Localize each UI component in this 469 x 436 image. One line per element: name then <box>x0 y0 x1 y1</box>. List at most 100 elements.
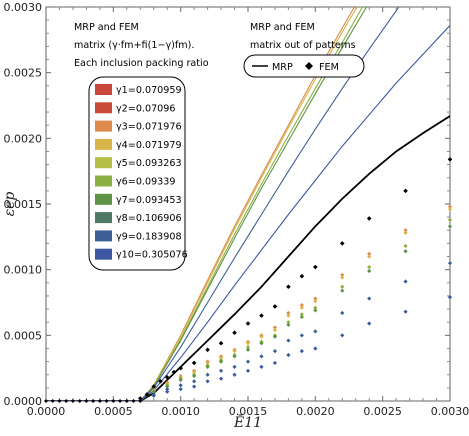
series-point-γ7=0.093453 <box>272 334 278 339</box>
series-point-FEM <box>245 321 251 326</box>
x-tick-label: 0.0030 <box>431 405 469 418</box>
legend-gamma-swatch <box>95 230 112 242</box>
legend-gamma-swatch <box>95 102 112 114</box>
series-point-FEM <box>178 365 183 371</box>
series-point-γ7=0.093453 <box>299 314 304 320</box>
series-point-γ3=0.071976 <box>403 228 408 233</box>
series-point-γ3=0.071976 <box>340 272 345 278</box>
series-point-γ9=0.183908 <box>232 364 237 369</box>
series-point-γ6=0.09339 <box>367 264 372 270</box>
legend-gamma-swatch <box>95 84 112 95</box>
series-point-γ9=0.183908 <box>192 379 197 384</box>
series-point-γ4=0.071979 <box>232 348 237 354</box>
legend-gamma-frame <box>88 76 186 271</box>
series-point-γ4=0.071979 <box>218 355 224 360</box>
series-point-γ4=0.071979 <box>403 230 408 235</box>
series-point-γ7=0.093453 <box>245 347 251 352</box>
series-point-FEM <box>299 273 305 279</box>
series-point-γ4=0.071979 <box>299 305 304 310</box>
series-point-γ10=0.305076 <box>447 295 453 300</box>
series-point-zero <box>44 399 48 403</box>
y-tick-label: 0.0010 <box>4 264 43 277</box>
series-point-γ9=0.183908 <box>259 354 264 359</box>
series-point-zero <box>50 399 55 403</box>
annotation-left-line-3: Each inclusion packing ratio <box>74 58 209 69</box>
series-point-γ6=0.09339 <box>313 305 318 310</box>
series-point-zero <box>64 399 69 403</box>
legend-gamma-label: γ6=0.09339 <box>116 177 176 188</box>
series-point-γ7=0.093453 <box>340 288 345 293</box>
series-line-MRP <box>46 115 450 401</box>
series-point-γ9=0.183908 <box>218 368 224 373</box>
series-point-zero <box>77 399 82 403</box>
legend-fem-swatch <box>305 62 313 70</box>
y-axis-ticks: 0.0000 0.0005 0.0010 0.0015 0.0020 0.0025 0.00… <box>4 1 450 408</box>
x-tick-label: 0.0025 <box>363 405 402 418</box>
series-point-FEM <box>191 360 197 366</box>
legend-gamma-label: γ7=0.093453 <box>116 195 182 206</box>
series-point-γ10=0.305076 <box>367 321 372 326</box>
series-point-FEM <box>205 347 210 353</box>
series-point-γ10=0.305076 <box>272 360 278 366</box>
series-point-γ9=0.183908 <box>245 359 251 364</box>
series-point-FEM <box>403 188 408 194</box>
series-point-zero <box>70 399 75 403</box>
legend-gamma-swatch <box>95 138 112 150</box>
x-tick-label: 0.0010 <box>161 405 200 418</box>
series-point-γ9=0.183908 <box>165 387 170 392</box>
series-point-γ6=0.09339 <box>447 217 453 222</box>
series-point-γ3=0.071976 <box>272 325 278 330</box>
series-point-γ7=0.093453 <box>151 389 156 394</box>
series-points <box>44 157 453 403</box>
series-point-FEM <box>259 313 264 318</box>
series-point-zero <box>124 399 129 403</box>
series-point-γ4=0.071979 <box>340 275 345 280</box>
x-tick-label: 0.0005 <box>94 405 133 418</box>
x-axis-label: Ē11 <box>233 413 262 431</box>
series-point-γ10=0.305076 <box>165 389 170 394</box>
series-point-γ10=0.305076 <box>151 393 156 398</box>
series-point-γ9=0.183908 <box>313 329 318 334</box>
y-tick-label: 0.0000 <box>4 395 43 408</box>
series-point-FEM <box>144 392 150 397</box>
series-point-γ6=0.09339 <box>299 312 304 317</box>
y-tick-label: 0.0015 <box>4 198 43 211</box>
y-tick-label: 0.0030 <box>4 1 43 14</box>
series-point-zero <box>118 399 123 403</box>
legend-gamma-label: γ3=0.071976 <box>116 122 182 133</box>
series-point-γ3=0.071976 <box>286 310 291 316</box>
series-point-FEM <box>218 340 224 346</box>
series-point-γ4=0.071979 <box>259 334 264 339</box>
series-point-γ3=0.071976 <box>447 204 453 209</box>
series-point-γ7=0.093453 <box>232 354 237 359</box>
series-point-zero <box>111 399 116 403</box>
legend-gamma-swatch <box>95 212 112 224</box>
series-point-γ7=0.093453 <box>192 373 197 379</box>
series-point-γ7=0.093453 <box>447 224 453 229</box>
series-point-γ7=0.093453 <box>367 268 372 274</box>
series-point-FEM <box>232 330 237 336</box>
legend-gamma-swatch <box>95 120 112 132</box>
series-point-γ10=0.305076 <box>192 384 197 389</box>
series-point-γ10=0.305076 <box>232 372 237 377</box>
series-point-γ10=0.305076 <box>178 387 183 392</box>
series-point-γ7=0.093453 <box>165 384 170 389</box>
y-tick-label: 0.0020 <box>4 132 43 145</box>
series-point-FEM <box>137 396 143 401</box>
series-point-γ10=0.305076 <box>403 309 408 314</box>
legend-gamma-label: γ1=0.070959 <box>116 85 182 96</box>
series-point-zero <box>131 399 136 403</box>
series-point-γ6=0.09339 <box>340 284 345 289</box>
series-point-γ4=0.071979 <box>447 207 453 212</box>
series-point-zero <box>97 399 102 403</box>
annotation-right-line-2: matrix out of patterns <box>250 40 356 51</box>
legend-gamma-label: γ10=0.305076 <box>116 250 188 261</box>
series-point-FEM <box>272 304 278 309</box>
series-point-FEM <box>158 379 163 384</box>
series-point-γ9=0.183908 <box>272 348 278 354</box>
x-tick-label: 0.0000 <box>27 405 66 418</box>
legend-gamma-swatch <box>95 175 112 187</box>
x-axis-ticks: 0.0000 0.0005 0.0010 0.0015 0.0020 0.0025 0.00… <box>27 7 469 418</box>
series-point-γ7=0.093453 <box>259 341 264 346</box>
series-point-γ3=0.071976 <box>313 296 318 301</box>
